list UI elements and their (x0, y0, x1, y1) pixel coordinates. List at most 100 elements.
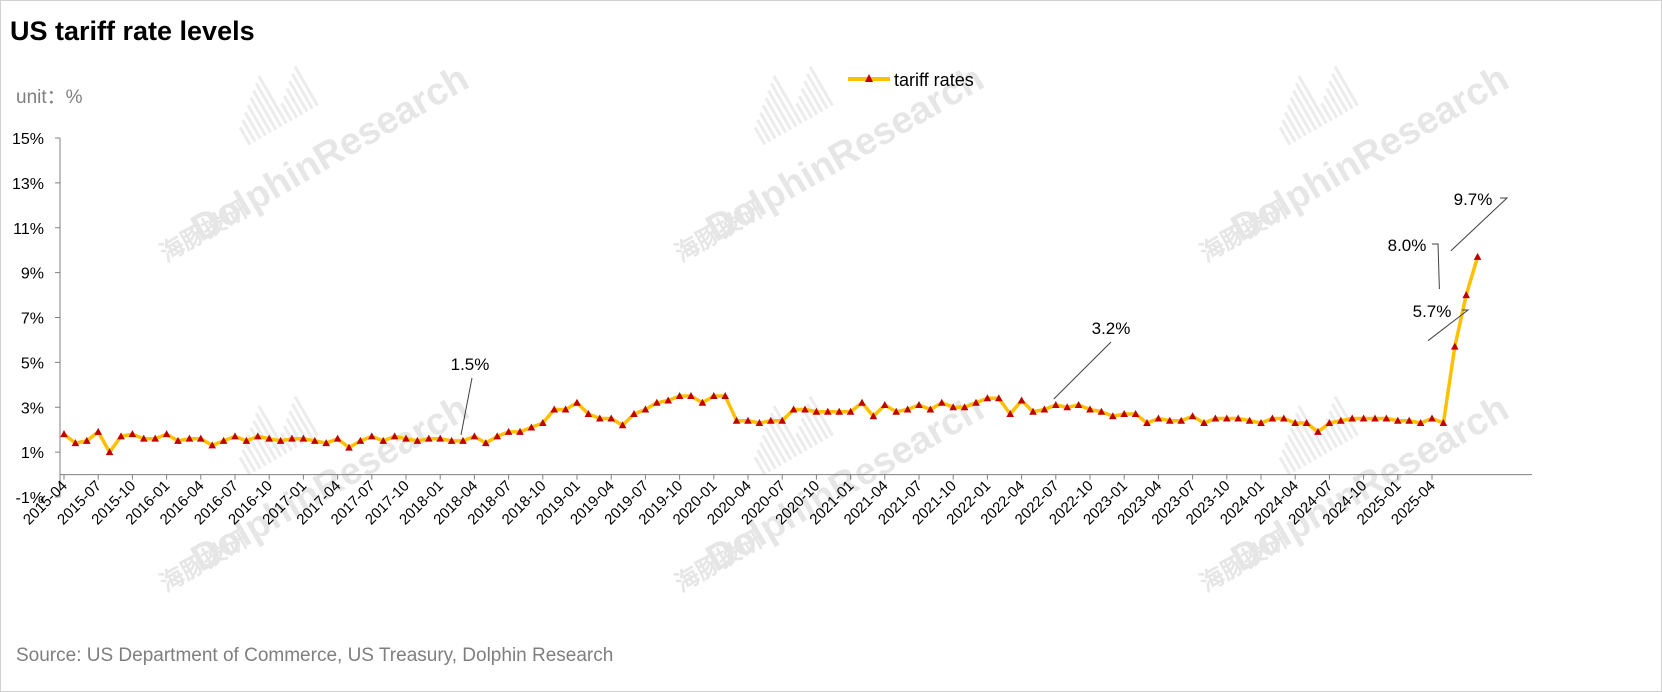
legend-marker (865, 74, 873, 82)
data-point (653, 398, 661, 406)
data-point (1017, 396, 1026, 404)
data-point (881, 401, 889, 409)
y-tick-label: 3% (21, 400, 44, 417)
data-point (618, 421, 627, 429)
data-point (459, 436, 467, 444)
chart-title: US tariff rate levels (10, 16, 255, 46)
data-point (869, 412, 878, 420)
data-point (755, 418, 764, 426)
data-point (641, 405, 650, 413)
data-point (1006, 409, 1014, 417)
y-tick-label: 11% (13, 221, 44, 238)
data-point (1120, 409, 1128, 417)
data-point (1234, 414, 1242, 422)
data-point (482, 439, 490, 447)
data-point (892, 407, 900, 415)
data-point (1143, 418, 1151, 426)
y-tick-label: 5% (21, 355, 44, 372)
data-point (858, 398, 866, 406)
source-note: Source: US Department of Commerce, US Tr… (16, 645, 614, 666)
data-point (1109, 412, 1117, 420)
y-tick-label: 7% (21, 311, 44, 328)
data-point (1074, 401, 1083, 409)
data-point (185, 434, 194, 442)
data-point (1348, 414, 1356, 422)
data-point (721, 392, 729, 400)
data-point (972, 398, 980, 406)
data-point (675, 392, 684, 400)
data-point (208, 441, 216, 449)
data-point (1416, 418, 1425, 426)
data-point (128, 430, 137, 438)
data-point (630, 409, 638, 417)
svg-text:DolphinResearch: DolphinResearch (1224, 387, 1516, 580)
data-point (265, 434, 273, 442)
data-point (322, 439, 330, 447)
data-point (687, 392, 695, 400)
data-point (824, 407, 832, 415)
data-point (744, 416, 752, 424)
data-point (1245, 416, 1254, 424)
data-point (413, 436, 422, 444)
data-point (767, 416, 775, 424)
data-point (197, 434, 205, 442)
data-point (1131, 409, 1140, 417)
data-point (1166, 416, 1174, 424)
data-point (1188, 412, 1197, 420)
data-point (94, 427, 102, 435)
data-point (231, 432, 239, 440)
data-point (1314, 427, 1322, 435)
data-point (254, 432, 262, 440)
data-point (1405, 416, 1413, 424)
data-point (219, 436, 228, 444)
data-point (311, 436, 319, 444)
data-point (1280, 414, 1288, 422)
data-point (938, 398, 946, 406)
data-point (1097, 407, 1106, 415)
data-point (846, 407, 855, 415)
data-point (1063, 403, 1071, 411)
data-point (1154, 414, 1163, 422)
data-point (903, 405, 912, 413)
data-point (573, 398, 581, 406)
data-point (1086, 405, 1094, 413)
data-point (356, 436, 365, 444)
data-point (1325, 418, 1334, 426)
data-point (105, 448, 114, 456)
data-point (1200, 418, 1208, 426)
data-point (1428, 414, 1436, 422)
data-point (71, 439, 80, 447)
data-point (276, 436, 285, 444)
data-point (1257, 418, 1265, 426)
data-point (162, 430, 171, 438)
data-point (584, 409, 593, 417)
data-point (516, 427, 524, 435)
data-point (1211, 414, 1220, 422)
data-point (1462, 291, 1470, 299)
data-point (778, 416, 786, 424)
annotation-label: 9.7% (1454, 190, 1493, 209)
data-point (470, 432, 479, 440)
data-point (151, 434, 159, 442)
data-point (390, 432, 399, 440)
svg-text:DolphinResearch: DolphinResearch (184, 57, 476, 250)
data-point (1337, 416, 1345, 424)
data-point (1268, 414, 1277, 422)
data-point (960, 403, 969, 411)
data-point (1451, 342, 1459, 350)
annotation-leader (1450, 197, 1509, 252)
y-tick-label: 15% (12, 131, 44, 148)
y-tick-label: 9% (21, 266, 44, 283)
data-point (539, 418, 547, 426)
unit-label: unit：% (16, 87, 83, 108)
data-point (561, 405, 570, 413)
annotation-leader (1432, 243, 1440, 290)
data-point (345, 443, 353, 451)
legend-label: tariff rates (894, 70, 974, 90)
